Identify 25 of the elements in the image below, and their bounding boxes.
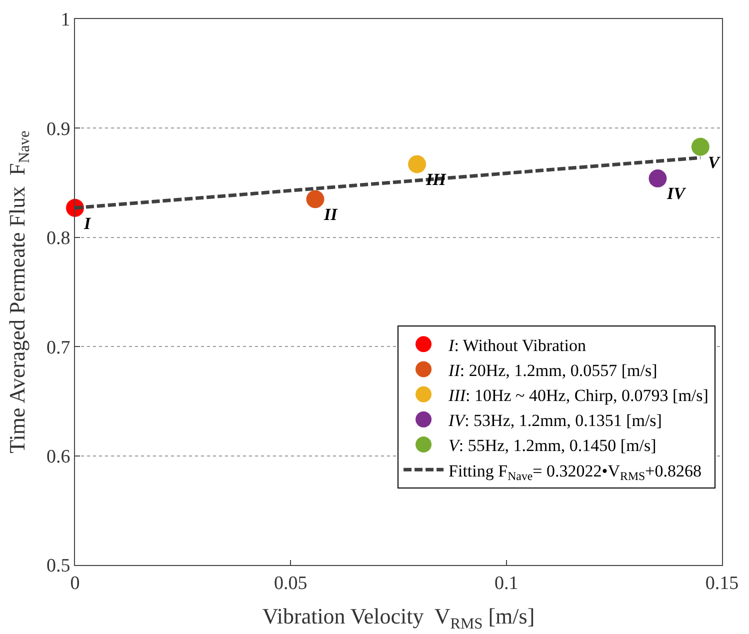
legend-label: III: 10Hz ~ 40Hz, Chirp, 0.0793 [m/s] xyxy=(448,386,708,405)
point xyxy=(306,190,324,208)
annotation: IV xyxy=(666,184,687,203)
y-tick-label: 0.7 xyxy=(46,337,70,358)
x-tick-label: 0.15 xyxy=(705,572,739,594)
y-tick-label: 0.6 xyxy=(46,446,70,468)
y-tick-label: 0.5 xyxy=(46,556,70,577)
point xyxy=(408,155,426,174)
y-tick-label: 1 xyxy=(60,10,70,31)
legend-label: I: Without Vibration xyxy=(448,336,586,355)
y-tick-label: 0.9 xyxy=(46,118,70,140)
x-tick-label: 0.1 xyxy=(494,572,518,594)
annotation: II xyxy=(323,205,339,224)
point xyxy=(648,169,667,188)
annotation: I xyxy=(83,214,92,233)
point xyxy=(691,138,710,156)
x-axis-title: Vibration Velocity V$_{RMS}$ [m/s] xyxy=(262,604,535,632)
annotation: V xyxy=(708,153,721,172)
x-tick-label: 0.05 xyxy=(274,572,308,594)
x-tick-label: 0 xyxy=(70,572,80,594)
legend-label: Fitting F$_{Nave}$= 0.32022•V$_{RMS}$+0.8268 xyxy=(448,461,702,483)
legend-label: V: 55Hz, 1.2mm, 0.1450 [m/s] xyxy=(448,436,656,456)
legend-label: II: 20Hz, 1.2mm, 0.0557 [m/s] xyxy=(448,360,658,380)
legend-label: IV: 53Hz, 1.2mm, 0.1351 [m/s] xyxy=(448,411,662,430)
y-tick-label: 0.8 xyxy=(46,228,70,250)
